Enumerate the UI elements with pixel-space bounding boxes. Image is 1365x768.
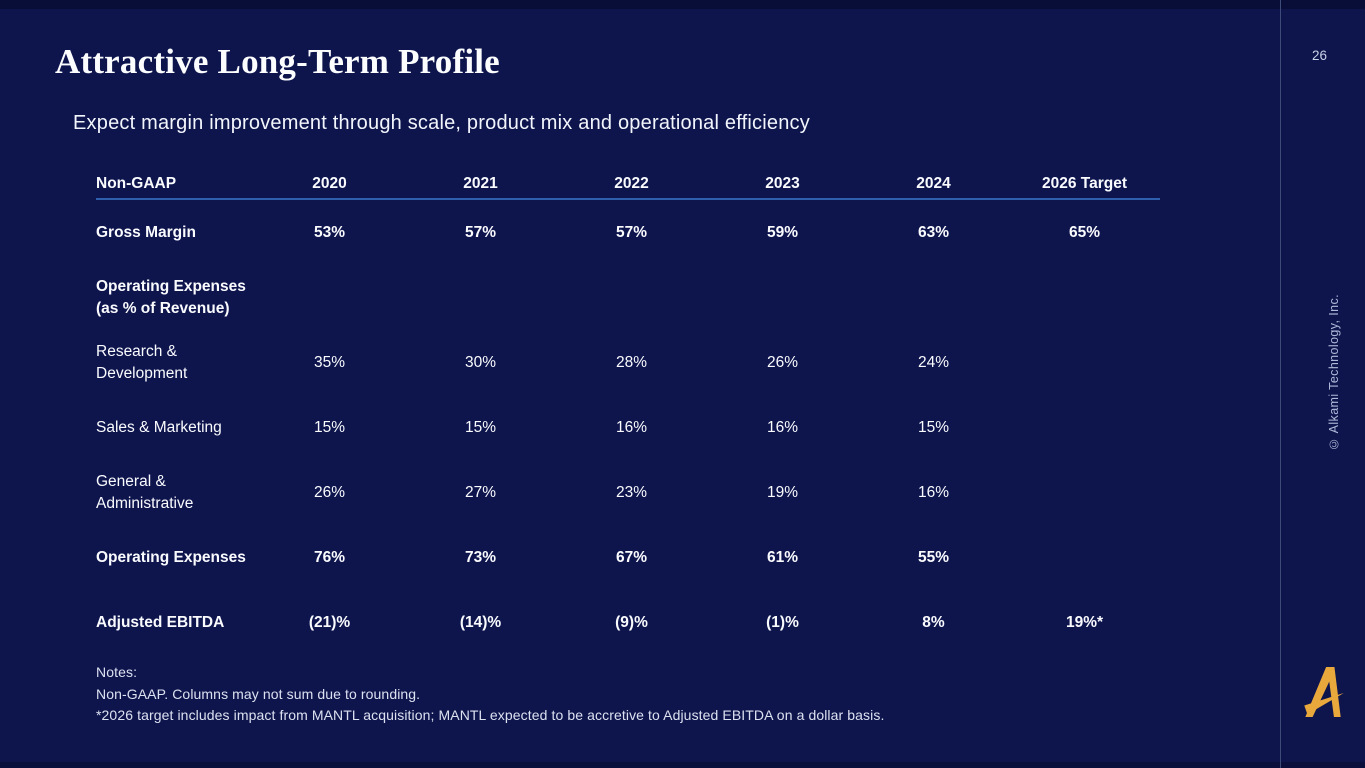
table-row-sales-marketing: Sales & Marketing 15% 15% 16% 16% 15% (96, 395, 1160, 460)
cell-value: 26% (766, 353, 799, 371)
cell-value: 55% (917, 548, 950, 566)
row-label: Research & Development (96, 342, 188, 382)
cell-value: 16% (766, 418, 799, 436)
cell-value: 53% (313, 223, 346, 241)
row-label: Operating Expenses (96, 548, 246, 566)
cell-value: 27% (464, 483, 497, 501)
slide-top-edge (0, 0, 1365, 9)
column-header-2021: 2021 (463, 175, 498, 192)
column-header-2023: 2023 (765, 175, 800, 192)
note-line: Non-GAAP. Columns may not sum due to rou… (96, 685, 421, 702)
cell-value: 73% (464, 548, 497, 566)
column-header-2020: 2020 (312, 175, 347, 192)
page-title: Attractive Long-Term Profile (55, 42, 500, 81)
cell-value: 16% (917, 483, 950, 501)
column-header-2022: 2022 (614, 175, 649, 192)
cell-value: 67% (615, 548, 648, 566)
cell-value: 28% (615, 353, 648, 371)
cell-value: 65% (1068, 223, 1101, 241)
row-label: Adjusted EBITDA (96, 613, 225, 631)
column-header-nongaap: Non-GAAP (96, 175, 177, 192)
financial-table: Non-GAAP 2020 2021 2022 2023 2024 2026 T… (96, 170, 1160, 655)
table-row-opex-section-header: Operating Expenses (as % of Revenue) (96, 265, 1160, 330)
column-header-2026-target: 2026 Target (1041, 175, 1127, 192)
cell-value: 19% (766, 483, 799, 501)
table-row-general-administrative: General & Administrative 26% 27% 23% 19%… (96, 460, 1160, 525)
cell-value: 8% (922, 613, 945, 631)
cell-value: 26% (313, 483, 346, 501)
table-row-research-development: Research & Development 35% 30% 28% 26% 2… (96, 330, 1160, 395)
cell-value: 59% (766, 223, 799, 241)
cell-value: 57% (615, 223, 648, 241)
cell-value: 19%* (1065, 613, 1104, 631)
cell-value: 15% (917, 418, 950, 436)
cell-value: 61% (766, 548, 799, 566)
notes-block: Notes: Non-GAAP. Columns may not sum due… (96, 662, 884, 727)
cell-value: (21)% (308, 613, 351, 631)
notes-heading: Notes: (96, 664, 138, 680)
cell-value: 24% (917, 353, 950, 371)
page-number: 26 (1311, 48, 1327, 63)
cell-value: 15% (464, 418, 497, 436)
cell-value: 63% (917, 223, 950, 241)
cell-value: 15% (313, 418, 346, 436)
table-row-gross-margin: Gross Margin 53% 57% 57% 59% 63% 65% (96, 200, 1160, 265)
row-label: Sales & Marketing (96, 418, 222, 436)
cell-value: 57% (464, 223, 497, 241)
column-header-2024: 2024 (916, 175, 951, 192)
slide-bottom-edge (0, 762, 1365, 768)
cell-value: 35% (313, 353, 346, 371)
cell-value: (1)% (766, 613, 799, 631)
cell-value: 16% (615, 418, 648, 436)
page-subtitle: Expect margin improvement through scale,… (73, 112, 810, 134)
row-label: General & Administrative (96, 472, 194, 512)
note-line: *2026 target includes impact from MANTL … (96, 707, 885, 723)
alkami-a-logo-icon (1304, 667, 1344, 717)
cell-value: 30% (464, 353, 497, 371)
cell-value: 76% (313, 548, 346, 566)
cell-value: 23% (615, 483, 648, 501)
right-divider-line (1280, 0, 1281, 768)
copyright-vertical-text: © Alkami Technology, Inc. (1327, 294, 1341, 451)
table-row-adjusted-ebitda: Adjusted EBITDA (21)% (14)% (9)% (1)% 8%… (96, 590, 1160, 655)
table-row-operating-expenses: Operating Expenses 76% 73% 67% 61% 55% (96, 525, 1160, 590)
cell-value: (14)% (459, 613, 502, 631)
row-label: Gross Margin (96, 223, 196, 241)
table-header-row: Non-GAAP 2020 2021 2022 2023 2024 2026 T… (96, 170, 1160, 200)
cell-value: (9)% (615, 613, 648, 631)
row-label: Operating Expenses (as % of Revenue) (96, 277, 246, 317)
